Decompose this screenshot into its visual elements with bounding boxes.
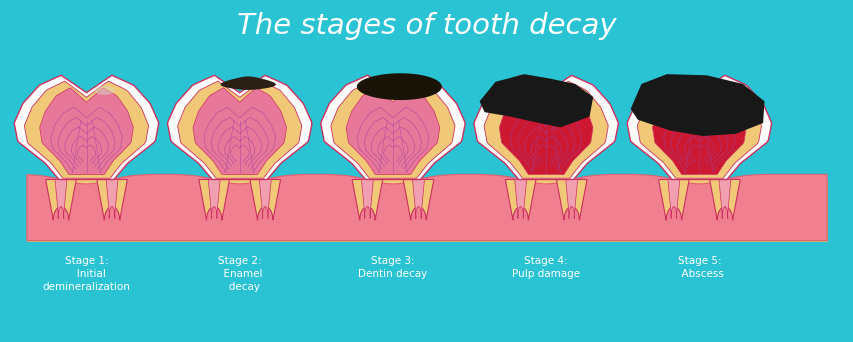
Polygon shape: [25, 81, 148, 178]
Polygon shape: [626, 75, 770, 180]
Polygon shape: [351, 180, 382, 220]
Polygon shape: [479, 74, 593, 127]
Circle shape: [228, 222, 238, 226]
Circle shape: [271, 205, 281, 209]
Circle shape: [658, 205, 668, 209]
Circle shape: [572, 205, 582, 209]
Circle shape: [357, 205, 367, 209]
Circle shape: [99, 222, 109, 226]
Text: Stage 5:
  Abscess: Stage 5: Abscess: [674, 256, 723, 279]
Polygon shape: [361, 180, 373, 219]
Circle shape: [443, 222, 453, 226]
Circle shape: [142, 205, 152, 209]
Polygon shape: [177, 81, 301, 178]
Ellipse shape: [95, 86, 114, 95]
Polygon shape: [106, 180, 118, 219]
Polygon shape: [167, 75, 311, 180]
Text: Stage 2:
  Enamel
   decay: Stage 2: Enamel decay: [217, 256, 262, 292]
Circle shape: [529, 222, 539, 226]
Circle shape: [701, 222, 711, 226]
Circle shape: [701, 205, 711, 209]
Circle shape: [486, 205, 496, 209]
Polygon shape: [27, 180, 826, 240]
Polygon shape: [565, 180, 577, 219]
Circle shape: [400, 205, 410, 209]
Polygon shape: [412, 180, 424, 219]
Polygon shape: [345, 88, 439, 174]
Polygon shape: [556, 180, 586, 220]
Circle shape: [787, 205, 798, 209]
Polygon shape: [499, 88, 592, 174]
Polygon shape: [484, 81, 607, 178]
Polygon shape: [45, 180, 76, 220]
Polygon shape: [55, 180, 67, 219]
Polygon shape: [15, 75, 159, 180]
Text: Stage 4:
Pulp damage: Stage 4: Pulp damage: [512, 256, 579, 279]
Polygon shape: [630, 74, 763, 136]
Polygon shape: [658, 180, 688, 220]
Polygon shape: [331, 81, 455, 178]
Polygon shape: [220, 76, 276, 90]
Circle shape: [400, 222, 410, 226]
Polygon shape: [208, 180, 220, 219]
Text: The stages of tooth decay: The stages of tooth decay: [237, 12, 616, 40]
Circle shape: [314, 222, 324, 226]
Polygon shape: [259, 180, 271, 219]
Circle shape: [99, 205, 109, 209]
Text: Stage 1:
   Initial
demineralization: Stage 1: Initial demineralization: [43, 256, 131, 292]
Circle shape: [271, 222, 281, 226]
Polygon shape: [193, 88, 286, 174]
Circle shape: [486, 222, 496, 226]
Polygon shape: [321, 75, 465, 180]
Polygon shape: [250, 180, 281, 220]
Circle shape: [55, 205, 66, 209]
Text: Stage 3:
Dentin decay: Stage 3: Dentin decay: [358, 256, 427, 279]
Circle shape: [787, 222, 798, 226]
Polygon shape: [636, 81, 761, 178]
Circle shape: [314, 205, 324, 209]
Polygon shape: [709, 180, 740, 220]
Circle shape: [357, 222, 367, 226]
Polygon shape: [357, 73, 441, 100]
Circle shape: [615, 205, 625, 209]
Polygon shape: [473, 75, 618, 180]
Circle shape: [744, 222, 754, 226]
Circle shape: [615, 222, 625, 226]
Circle shape: [572, 222, 582, 226]
Polygon shape: [718, 180, 730, 219]
Polygon shape: [27, 174, 826, 240]
Polygon shape: [96, 180, 127, 220]
Circle shape: [55, 222, 66, 226]
Polygon shape: [40, 88, 133, 174]
Polygon shape: [505, 180, 536, 220]
Polygon shape: [514, 180, 526, 219]
Circle shape: [228, 205, 238, 209]
Polygon shape: [667, 180, 679, 219]
Polygon shape: [199, 180, 229, 220]
Circle shape: [744, 205, 754, 209]
Circle shape: [185, 222, 195, 226]
Circle shape: [443, 205, 453, 209]
Polygon shape: [403, 180, 433, 220]
Circle shape: [529, 205, 539, 209]
Circle shape: [658, 222, 668, 226]
Circle shape: [142, 222, 152, 226]
Polygon shape: [652, 88, 746, 174]
Circle shape: [185, 205, 195, 209]
